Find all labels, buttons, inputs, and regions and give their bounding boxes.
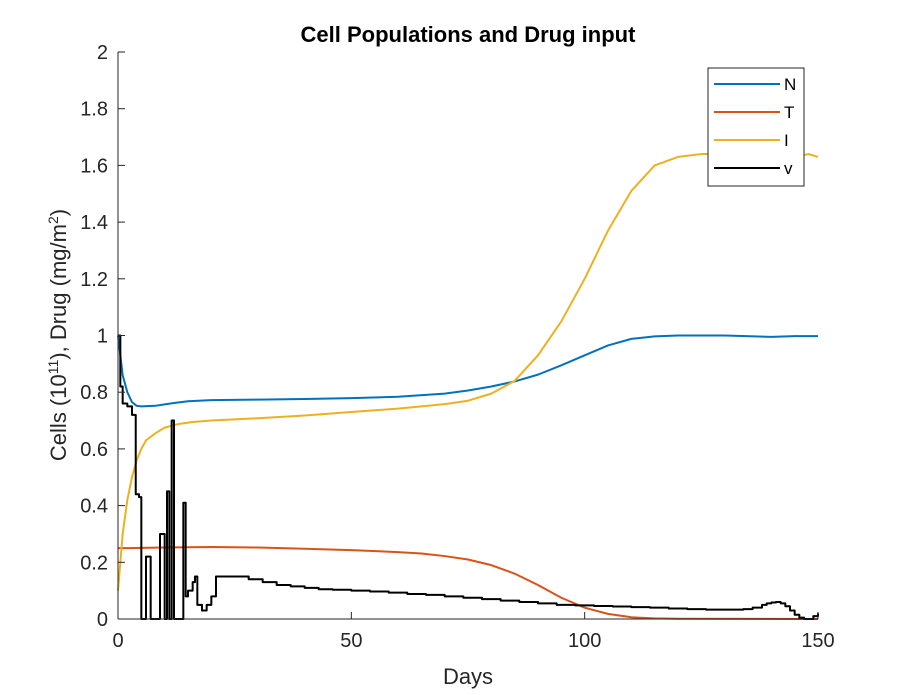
legend-label-N: N [784,75,796,94]
y-tick-label: 1.2 [80,269,108,291]
y-label-suffix: ) [46,209,71,216]
y-tick-label: 0.8 [80,382,108,404]
series-line-N [117,334,818,408]
x-tick-label: 0 [112,630,123,652]
x-tick-label: 150 [801,630,834,652]
chart-title: Cell Populations and Drug input [301,22,637,47]
x-tick-label: 100 [568,630,601,652]
y-label-sup1: 11 [45,360,61,375]
series-line-T [118,545,819,620]
y-tick-label: 2 [97,42,108,64]
y-axis-label: Cells (1011), Drug (mg/m2) [45,209,71,461]
y-tick-label: 0.6 [80,439,108,461]
y-label-prefix: Cells (10 [46,374,71,461]
y-label-sup2: 2 [45,216,61,224]
legend-label-T: T [784,103,794,122]
axes-layer: 0 50 100 150 0 0.2 0.4 0.6 0.8 1 1.2 1.4 1.6 1.8 2 [80,42,835,652]
y-label-middle: ), Drug (mg/m [46,224,71,360]
legend-label-I: I [784,131,789,150]
y-tick-label: 0.4 [80,496,108,518]
series-line-I [117,153,819,591]
legend-label-v: v [784,159,793,178]
y-tick-label: 0.2 [80,552,108,574]
y-tick-label: 1.8 [80,99,108,121]
y-tick-label: 0 [97,609,108,631]
y-tick-label: 1 [97,326,108,348]
x-tick-label: 50 [340,630,362,652]
legend-box [707,67,805,187]
y-tick-label: 1.6 [80,155,108,177]
y-tick-label: 1.4 [80,212,108,234]
x-axis-label: Days [443,664,493,689]
